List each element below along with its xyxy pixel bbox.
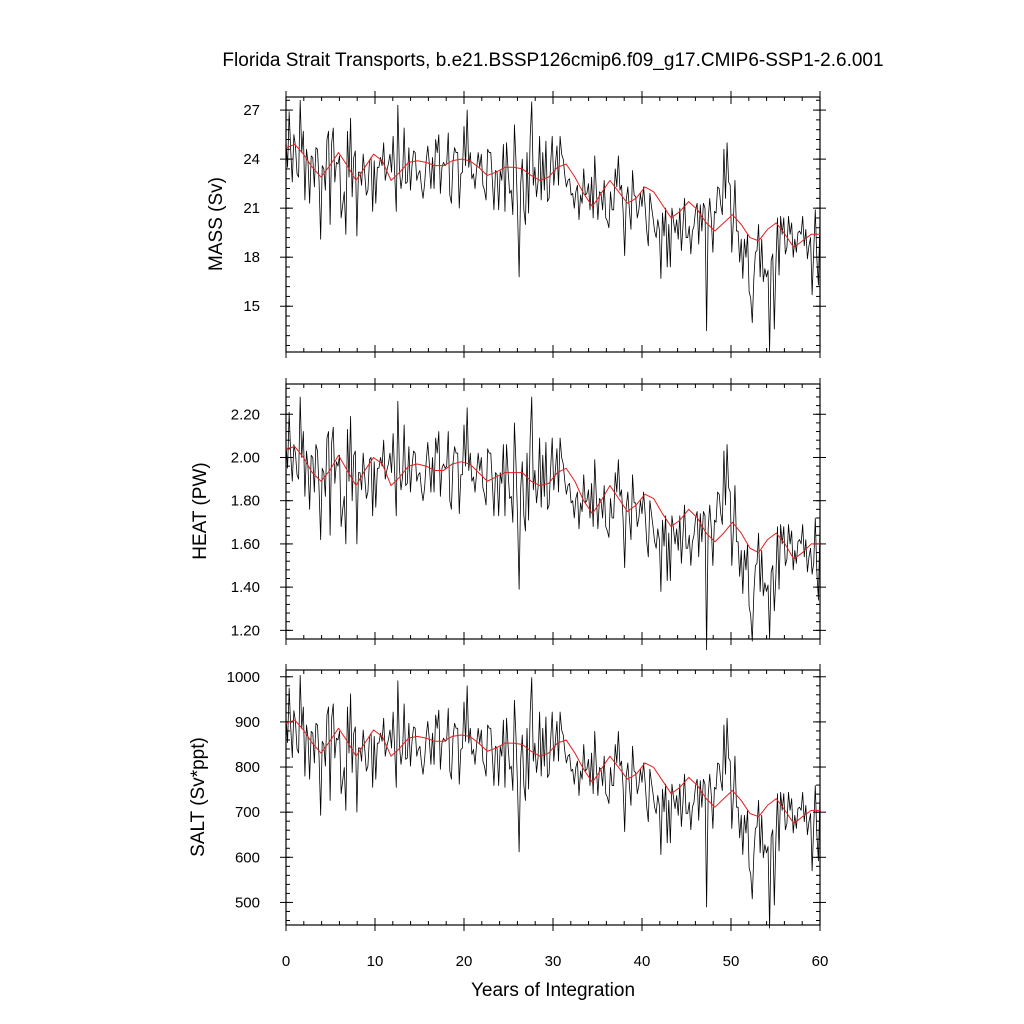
x-axis-label: Years of Integration	[471, 980, 635, 1001]
x-tick-labels: 0 10 20 30 40 50 60	[282, 953, 829, 970]
x-tick-label: 50	[723, 953, 740, 970]
mass-annual-mean-line	[285, 143, 820, 248]
mass-y-tick-label: 27	[243, 102, 260, 119]
x-tick-label: 40	[634, 953, 651, 970]
salt-y-axis-label: SALT (Sv*ppt)	[188, 737, 209, 857]
x-tick-label: 30	[545, 953, 562, 970]
heat-y-tick-label: 1.80	[231, 493, 260, 510]
heat-panel: 2.20 2.00 1.80 1.60 1.40 1.20 HEAT (PW)	[190, 378, 826, 651]
salt-panel: 1000 900 800 700 600 500 SALT (Sv*ppt)	[188, 664, 826, 931]
x-tick-label: 0	[282, 953, 290, 970]
heat-plot-frame	[285, 383, 821, 640]
heat-y-axis-label: HEAT (PW)	[190, 462, 211, 559]
heat-y-tick-label: 2.00	[231, 449, 260, 466]
heat-y-tick-label: 1.40	[231, 579, 260, 596]
salt-y-tick-label: 500	[235, 894, 260, 911]
salt-y-tick-label: 700	[235, 804, 260, 821]
salt-monthly-series-line	[285, 675, 821, 929]
salt-annual-mean-line	[285, 719, 820, 824]
mass-y-axis-label: MASS (Sv)	[206, 177, 227, 271]
salt-y-tick-label: 800	[235, 759, 260, 776]
salt-plot-frame	[285, 669, 821, 926]
salt-y-tick-label: 1000	[227, 669, 260, 686]
mass-y-tick-label: 21	[243, 200, 260, 217]
mass-monthly-series-line	[285, 99, 821, 353]
heat-monthly-series-line	[285, 396, 821, 651]
x-tick-label: 20	[456, 953, 473, 970]
chart-title: Florida Strait Transports, b.e21.BSSP126…	[222, 50, 883, 71]
salt-y-tick-label: 600	[235, 849, 260, 866]
mass-y-tick-label: 15	[243, 298, 260, 315]
x-tick-label: 60	[812, 953, 829, 970]
x-tick-label: 10	[367, 953, 384, 970]
mass-y-tick-label: 18	[243, 249, 260, 266]
heat-y-tick-label: 2.20	[231, 406, 260, 423]
mass-y-tick-label: 24	[243, 151, 260, 168]
heat-y-tick-label: 1.60	[231, 536, 260, 553]
mass-panel: 27 24 21 18 15 MASS (Sv)	[206, 91, 826, 358]
heat-annual-mean-line	[285, 446, 820, 560]
heat-y-tick-label: 1.20	[231, 622, 260, 639]
mass-plot-frame	[285, 96, 821, 353]
salt-y-tick-label: 900	[235, 714, 260, 731]
